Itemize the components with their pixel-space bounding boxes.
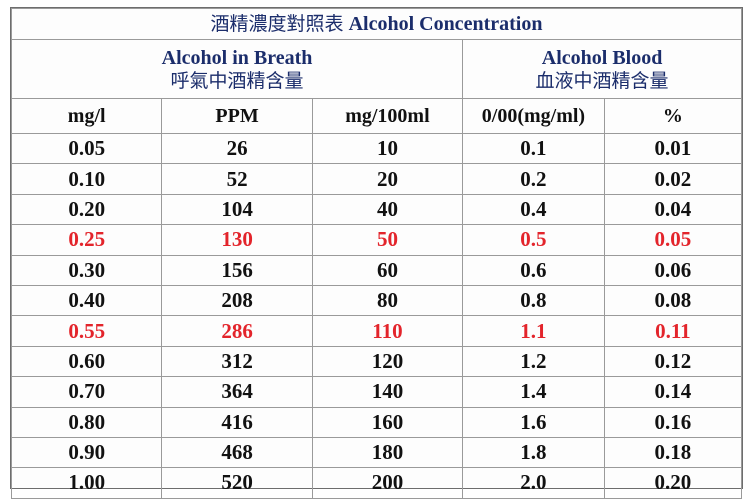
table-row: 0.10 52 20 0.2 0.02 xyxy=(10,163,743,195)
table-cell: 52 xyxy=(161,163,313,195)
table-cell: 140 xyxy=(311,376,464,408)
table-cell: 0.60 xyxy=(10,345,163,378)
column-header-mg-per-100ml: mg/100ml xyxy=(311,98,464,134)
table-title-en: Alcohol Concentration xyxy=(348,13,543,35)
table-title: 酒精濃度對照表 Alcohol Concentration xyxy=(11,8,742,40)
table-cell: 0.14 xyxy=(603,376,743,408)
table-cell: 312 xyxy=(161,345,313,378)
blood-group-en: Alcohol Blood xyxy=(541,46,663,69)
table-row: 0.05 26 10 0.1 0.01 xyxy=(10,132,743,165)
table-cell: 0.12 xyxy=(603,345,743,378)
table-cell: 80 xyxy=(311,284,464,317)
table-row: 0.30 156 60 0.6 0.06 xyxy=(10,254,743,286)
table-cell: 0.8 xyxy=(462,284,605,317)
table-cell: 364 xyxy=(161,376,313,408)
table-row: 0.60 312 120 1.2 0.12 xyxy=(10,345,743,378)
table-cell: 1.4 xyxy=(462,376,605,408)
table-cell: 0.02 xyxy=(603,163,743,195)
table-cell: 0.05 xyxy=(603,224,743,256)
table-cell: 1.1 xyxy=(462,315,605,347)
table-cell: 2.0 xyxy=(462,467,605,499)
table-cell: 0.2 xyxy=(462,163,605,195)
table-cell: 0.1 xyxy=(462,132,605,165)
table-cell: 120 xyxy=(311,345,464,378)
table-row: 0.70 364 140 1.4 0.14 xyxy=(10,376,743,408)
concentration-table: 酒精濃度對照表 Alcohol Concentration Alcohol in… xyxy=(10,8,743,499)
table-cell: 1.2 xyxy=(462,345,605,378)
table-cell: 0.90 xyxy=(10,436,163,469)
table-cell: 520 xyxy=(161,467,313,499)
table-cell: 10 xyxy=(311,132,464,165)
table-cell: 0.30 xyxy=(10,254,163,286)
table-cell: 0.04 xyxy=(603,193,743,226)
table-cell: 0.06 xyxy=(603,254,743,286)
table-cell: 1.6 xyxy=(462,406,605,438)
table-cell: 1.00 xyxy=(10,467,163,499)
table-cell: 0.4 xyxy=(462,193,605,226)
table-row: 0.40 208 80 0.8 0.08 xyxy=(10,284,743,317)
table-cell: 180 xyxy=(311,436,464,469)
table-cell: 104 xyxy=(161,193,313,226)
table-cell: 0.20 xyxy=(603,467,743,499)
table-cell: 0.01 xyxy=(603,132,743,165)
table-cell: 0.25 xyxy=(10,224,163,256)
table-cell: 0.16 xyxy=(603,406,743,438)
table-cell: 0.80 xyxy=(10,406,163,438)
table-cell: 110 xyxy=(311,315,464,347)
blood-group-zh: 血液中酒精含量 xyxy=(535,69,669,92)
table-cell: 0.08 xyxy=(603,284,743,317)
table-cell: 26 xyxy=(161,132,313,165)
table-cell: 1.8 xyxy=(462,436,605,469)
column-header-ppm: PPM xyxy=(161,98,313,134)
table-title-zh: 酒精濃度對照表 xyxy=(210,13,344,35)
table-cell: 20 xyxy=(311,163,464,195)
table-cell: 0.10 xyxy=(10,163,163,195)
table-cell: 50 xyxy=(311,224,464,256)
table-cell: 160 xyxy=(311,406,464,438)
table-cell: 0.70 xyxy=(10,376,163,408)
table-cell: 0.5 xyxy=(462,224,605,256)
table-cell: 60 xyxy=(311,254,464,286)
table-row: 0.80 416 160 1.6 0.16 xyxy=(10,406,743,438)
table-cell: 156 xyxy=(161,254,313,286)
column-header-permille: 0/00(mg/ml) xyxy=(462,98,605,134)
table-cell: 0.05 xyxy=(10,132,163,165)
breath-group-zh: 呼氣中酒精含量 xyxy=(170,69,304,92)
column-header-percent: % xyxy=(603,98,743,134)
table-cell: 286 xyxy=(161,315,313,347)
table-cell: 40 xyxy=(311,193,464,226)
table-row: 0.55 286 110 1.1 0.11 xyxy=(10,315,743,347)
table-cell: 0.18 xyxy=(603,436,743,469)
table-row: 0.90 468 180 1.8 0.18 xyxy=(10,436,743,469)
table-cell: 0.11 xyxy=(603,315,743,347)
table-cell: 200 xyxy=(311,467,464,499)
breath-group-header: Alcohol in Breath 呼氣中酒精含量 xyxy=(10,39,464,99)
table-cell: 0.40 xyxy=(10,284,163,317)
blood-group-header: Alcohol Blood 血液中酒精含量 xyxy=(462,39,742,99)
table-cell: 468 xyxy=(161,436,313,469)
concentration-chart: 酒精濃度對照表 Alcohol Concentration Alcohol in… xyxy=(10,7,743,499)
breath-group-en: Alcohol in Breath xyxy=(161,46,313,69)
table-cell: 0.55 xyxy=(10,315,163,347)
column-header-row: mg/l PPM mg/100ml 0/00(mg/ml) % xyxy=(10,98,743,134)
table-cell: 416 xyxy=(161,406,313,438)
table-cell: 208 xyxy=(161,284,313,317)
table-row: 1.00 520 200 2.0 0.20 xyxy=(10,467,743,499)
table-cell: 130 xyxy=(161,224,313,256)
table-cell: 0.6 xyxy=(462,254,605,286)
table-row: 0.25 130 50 0.5 0.05 xyxy=(10,224,743,256)
table-cell: 0.20 xyxy=(10,193,163,226)
table-row: 0.20 104 40 0.4 0.04 xyxy=(10,193,743,226)
column-header-mg-per-l: mg/l xyxy=(10,98,163,134)
